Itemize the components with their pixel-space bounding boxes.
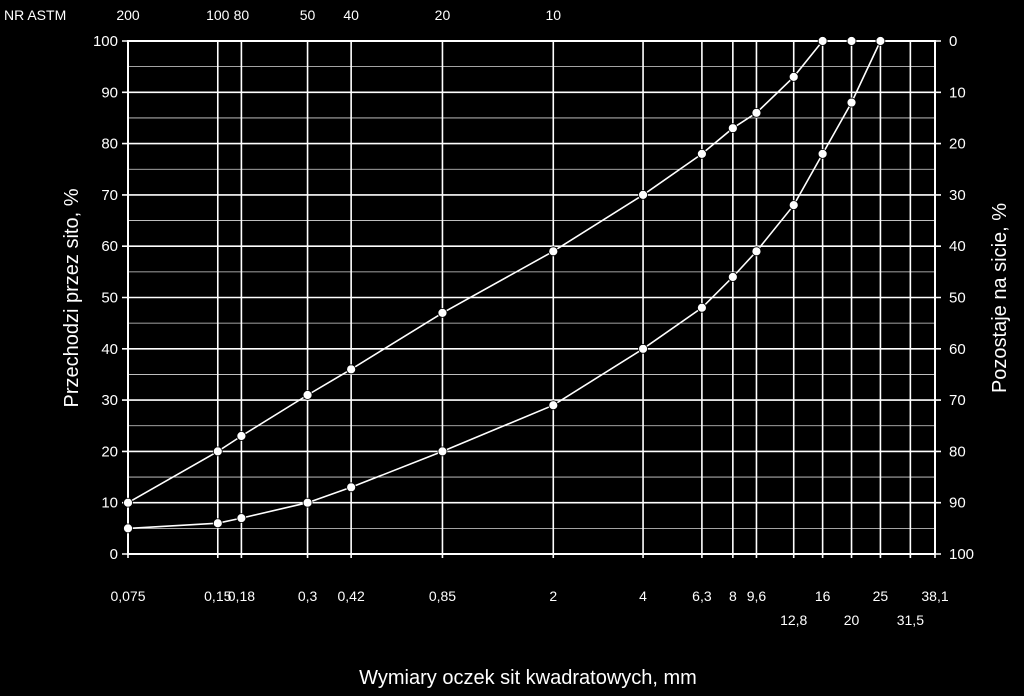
y-tick-label: 100 bbox=[93, 33, 118, 50]
astm-tick-label: 80 bbox=[234, 7, 250, 23]
x-tick-label: 12,8 bbox=[780, 612, 807, 628]
data-point bbox=[123, 497, 133, 508]
y-tick-label-right: 50 bbox=[949, 290, 966, 307]
x-tick-label: 4 bbox=[639, 588, 647, 604]
data-point bbox=[437, 446, 448, 457]
x-tick-label: 0,075 bbox=[110, 588, 145, 604]
y-axis-right-label: Pozostaje na sicie, % bbox=[989, 203, 1011, 393]
data-point bbox=[548, 400, 559, 411]
x-tick-label: 8 bbox=[729, 588, 737, 604]
y-tick-label: 10 bbox=[101, 495, 118, 512]
data-point bbox=[346, 482, 357, 493]
astm-axis: 200 100 80 50 40 20 10 bbox=[116, 7, 561, 23]
x-tick-label: 9,6 bbox=[747, 588, 767, 604]
data-point bbox=[751, 246, 762, 257]
y-tick-label-right: 60 bbox=[949, 341, 966, 358]
x-tick-label: 0,15 bbox=[204, 588, 231, 604]
plot-frame bbox=[127, 40, 936, 555]
x-tick-label: 0,85 bbox=[429, 588, 456, 604]
astm-tick-label: 50 bbox=[300, 7, 316, 23]
y-axis-left-label: Przechodzi przez sito, % bbox=[61, 188, 83, 407]
data-point bbox=[346, 364, 357, 375]
data-point bbox=[696, 302, 707, 313]
astm-tick-label: 20 bbox=[435, 7, 451, 23]
series-layer bbox=[123, 36, 886, 534]
y-tick-label-right: 100 bbox=[949, 546, 974, 563]
x-tick-label: 0,18 bbox=[228, 588, 255, 604]
data-point bbox=[696, 148, 707, 159]
x-tick-label: 16 bbox=[815, 588, 831, 604]
data-point bbox=[817, 36, 828, 46]
data-point bbox=[727, 272, 738, 282]
astm-tick-label: 200 bbox=[116, 7, 140, 23]
x-axis: 0,075 0,150,18 0,3 0,42 0,85 2 4 6,3 8 9,6 12,8 16 2… bbox=[110, 588, 948, 628]
y-tick-label: 60 bbox=[101, 238, 118, 255]
data-point bbox=[236, 431, 247, 441]
astm-label: NR ASTM bbox=[4, 7, 66, 23]
x-tick-label: 25 bbox=[873, 588, 889, 604]
y-tick-label-right: 0 bbox=[949, 33, 957, 50]
y-tick-label: 50 bbox=[101, 290, 118, 307]
series-line-1 bbox=[127, 40, 852, 504]
y-tick-label-right: 30 bbox=[949, 187, 966, 204]
data-point bbox=[236, 513, 247, 523]
y-tick-label: 40 bbox=[101, 341, 118, 358]
y-tick-label-right: 20 bbox=[949, 136, 966, 153]
y-tick-label: 30 bbox=[101, 392, 118, 409]
data-point bbox=[788, 200, 799, 211]
data-point bbox=[212, 446, 223, 457]
data-point bbox=[727, 123, 738, 134]
y-tick-label-right: 90 bbox=[949, 495, 966, 512]
data-point bbox=[638, 189, 648, 200]
y-tick-label-right: 10 bbox=[949, 84, 966, 101]
data-point bbox=[302, 497, 313, 508]
data-point bbox=[638, 343, 648, 354]
data-point bbox=[751, 107, 762, 118]
astm-tick-label: 40 bbox=[343, 7, 359, 23]
data-point bbox=[437, 307, 448, 318]
astm-tick-label: 10 bbox=[545, 7, 561, 23]
y-tick-label: 80 bbox=[101, 136, 118, 153]
y-tick-label-right: 40 bbox=[949, 238, 966, 255]
data-point bbox=[123, 523, 133, 534]
astm-tick-label: 100 bbox=[206, 7, 230, 23]
x-tick-label: 0,42 bbox=[338, 588, 365, 604]
x-tick-label: 38,1 bbox=[921, 588, 948, 604]
data-point bbox=[302, 390, 313, 400]
data-point bbox=[846, 97, 857, 108]
data-point bbox=[212, 518, 223, 529]
data-point bbox=[817, 148, 828, 159]
y-tick-label-right: 70 bbox=[949, 392, 966, 409]
y-tick-label: 0 bbox=[110, 546, 118, 563]
y-tick-label: 70 bbox=[101, 187, 118, 204]
x-tick-label: 20 bbox=[844, 612, 860, 628]
y-tick-label-right: 80 bbox=[949, 443, 966, 460]
y-tick-label: 90 bbox=[101, 84, 118, 101]
x-axis-label: Wymiary oczek sit kwadratowych, mm bbox=[359, 667, 697, 689]
x-tick-label: 0,3 bbox=[298, 588, 318, 604]
y-tick-label: 20 bbox=[101, 443, 118, 460]
data-point bbox=[788, 72, 799, 82]
data-point bbox=[875, 36, 886, 46]
data-point bbox=[846, 36, 857, 46]
x-tick-label: 6,3 bbox=[692, 588, 712, 604]
x-tick-label: 31,5 bbox=[897, 612, 924, 628]
y-axis-left: 0 10 20 30 40 50 60 70 80 90 100 bbox=[93, 33, 118, 563]
data-point bbox=[548, 246, 559, 257]
x-tick-label: 2 bbox=[549, 588, 557, 604]
